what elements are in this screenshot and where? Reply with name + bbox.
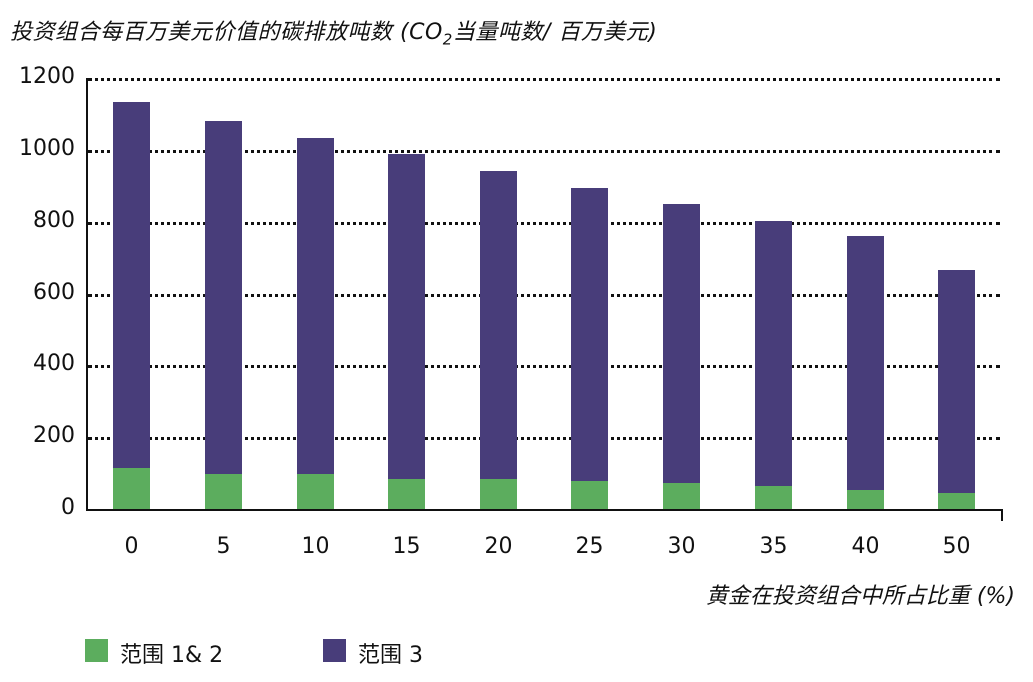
bar-segment-scope-1-2 — [113, 467, 150, 510]
bar-50 — [938, 270, 975, 510]
x-tick-label: 40 — [851, 534, 880, 559]
bar-segment-scope-1-2 — [755, 485, 792, 510]
y-tick-label: 400 — [33, 351, 75, 377]
bar-segment-scope-3 — [571, 187, 608, 481]
x-tick-label: 25 — [575, 534, 604, 559]
x-tick-label: 35 — [759, 534, 788, 559]
bar-segment-scope-1-2 — [571, 480, 608, 510]
bar-segment-scope-3 — [938, 270, 975, 494]
bar-5 — [205, 121, 242, 510]
chart-title: 投资组合每百万美元价值的碳排放吨数 (CO2当量吨数/ 百万美元) — [10, 20, 658, 49]
bar-segment-scope-3 — [663, 203, 700, 484]
y-tick-label: 800 — [33, 207, 75, 233]
gridline — [88, 149, 1000, 153]
y-tick-label: 1000 — [19, 135, 75, 161]
bar-segment-scope-3 — [847, 235, 884, 490]
gridline — [88, 437, 1000, 441]
x-tick-label: 50 — [942, 534, 971, 559]
legend-label: 范围 1& 2 — [120, 643, 224, 668]
x-axis-end-tick — [1001, 509, 1003, 521]
x-tick-label: 20 — [484, 534, 513, 559]
bar-0 — [113, 101, 150, 510]
gridline — [88, 365, 1000, 369]
x-axis — [86, 509, 1003, 511]
bar-35 — [755, 220, 792, 510]
bar-segment-scope-3 — [205, 121, 242, 475]
x-tick-label: 0 — [124, 534, 139, 559]
legend-label: 范围 3 — [358, 643, 423, 668]
bar-segment-scope-3 — [755, 220, 792, 486]
legend-swatch-purple — [323, 638, 346, 662]
legend-item-scope-1-2: 范围 1& 2 — [85, 638, 223, 668]
y-tick-label: 600 — [33, 279, 75, 305]
y-axis — [86, 78, 88, 511]
bar-10 — [297, 137, 334, 510]
bar-30 — [663, 203, 700, 510]
x-axis-label: 黄金在投资组合中所占比重 (%) — [705, 584, 1015, 609]
x-tick-label: 15 — [392, 534, 421, 559]
bar-segment-scope-1-2 — [297, 474, 334, 510]
x-tick-label: 30 — [667, 534, 696, 559]
y-tick-label: 200 — [33, 423, 75, 449]
x-tick-label: 10 — [301, 534, 330, 559]
bar-segment-scope-1-2 — [205, 474, 242, 510]
bar-25 — [571, 187, 608, 510]
bar-40 — [847, 235, 884, 510]
bar-segment-scope-1-2 — [847, 489, 884, 510]
bar-segment-scope-1-2 — [388, 479, 425, 510]
gridline — [88, 293, 1000, 297]
bar-20 — [480, 170, 517, 510]
x-tick-label: 5 — [216, 534, 231, 559]
legend-item-scope-3: 范围 3 — [323, 638, 423, 668]
legend-swatch-green — [85, 638, 108, 662]
bar-segment-scope-3 — [480, 170, 517, 480]
bar-segment-scope-3 — [113, 101, 150, 468]
y-tick-label: 0 — [61, 495, 75, 520]
bar-segment-scope-1-2 — [480, 479, 517, 510]
bar-15 — [388, 153, 425, 510]
gridline — [88, 221, 1000, 225]
y-tick-label: 1200 — [19, 64, 75, 89]
bar-segment-scope-3 — [297, 137, 334, 475]
bar-segment-scope-3 — [388, 153, 425, 480]
bar-segment-scope-1-2 — [663, 483, 700, 510]
bar-segment-scope-1-2 — [938, 493, 975, 510]
gridline — [88, 78, 1000, 81]
